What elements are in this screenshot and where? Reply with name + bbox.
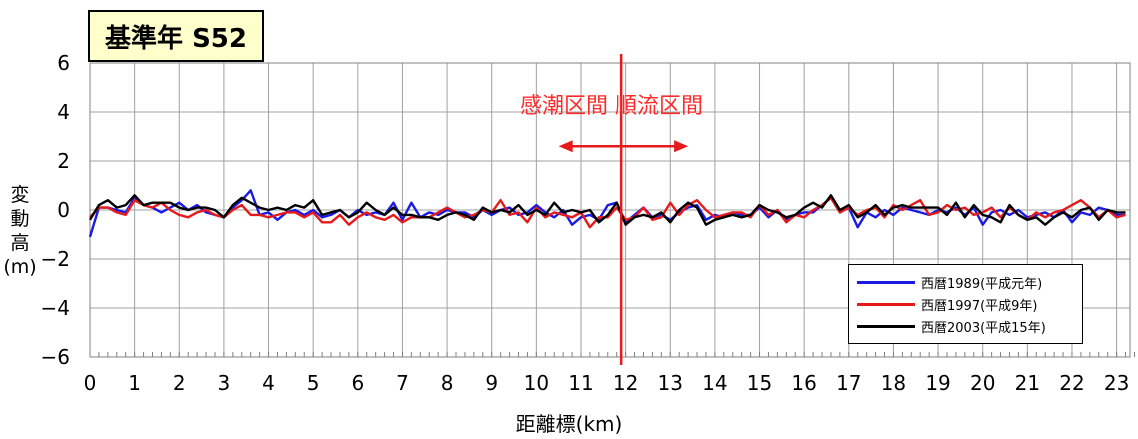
legend-item: 西暦1997(平成9年) xyxy=(857,293,1074,315)
arrow-head-right xyxy=(674,140,689,153)
x-tick-label: 1 xyxy=(128,371,141,395)
x-tick-label: 10 xyxy=(524,371,549,395)
chart-title: 基準年 S52 xyxy=(88,10,264,62)
y-tick-label: 4 xyxy=(57,100,70,124)
y-tick-label: −2 xyxy=(41,247,70,271)
section-annotation: 感潮区間 順流区間 xyxy=(520,94,703,119)
y-tick-label: 2 xyxy=(57,149,70,173)
x-tick-label: 18 xyxy=(881,371,906,395)
legend-item: 西暦1989(平成元年) xyxy=(857,271,1074,293)
chart-legend: 西暦1989(平成元年) 西暦1997(平成9年) 西暦2003(平成15年) xyxy=(848,264,1083,344)
x-tick-label: 12 xyxy=(613,371,638,395)
x-tick-label: 11 xyxy=(568,371,593,395)
y-axis-label-part: (m) xyxy=(3,256,37,278)
x-tick-label: 22 xyxy=(1059,371,1084,395)
x-tick-label: 8 xyxy=(441,371,454,395)
legend-swatch xyxy=(857,324,915,328)
arrow-head-left xyxy=(558,140,573,153)
x-tick-label: 20 xyxy=(970,371,995,395)
x-tick-label: 9 xyxy=(485,371,498,395)
x-tick-label: 5 xyxy=(307,371,320,395)
x-axis-label: 距離標(km) xyxy=(515,412,623,436)
legend-swatch xyxy=(857,280,915,284)
y-tick-label: 6 xyxy=(57,51,70,75)
x-tick-label: 19 xyxy=(925,371,950,395)
x-tick-label: 23 xyxy=(1104,371,1129,395)
x-tick-label: 3 xyxy=(218,371,231,395)
y-axis-label-part: 高 xyxy=(10,232,30,254)
legend-label: 西暦1997(平成9年) xyxy=(921,298,1038,314)
y-axis-label-part: 動 xyxy=(10,208,30,230)
x-tick-label: 7 xyxy=(396,371,409,395)
series-line-3 xyxy=(88,194,1126,226)
legend-swatch xyxy=(857,302,915,306)
legend-item: 西暦2003(平成15年) xyxy=(857,315,1074,337)
x-tick-label: 6 xyxy=(351,371,364,395)
y-axis-label-part: 変 xyxy=(10,184,30,206)
x-tick-label: 14 xyxy=(702,371,727,395)
legend-label: 西暦1989(平成元年) xyxy=(921,276,1043,292)
plot-frame xyxy=(89,62,1131,358)
x-tick-label: 17 xyxy=(836,371,861,395)
y-axis-label: 変 動 高 (m) xyxy=(2,183,38,279)
x-tick-label: 21 xyxy=(1015,371,1040,395)
legend-label: 西暦2003(平成15年) xyxy=(921,320,1046,336)
x-tick-label: 0 xyxy=(84,371,97,395)
x-tick-label: 2 xyxy=(173,371,186,395)
y-tick-label: 0 xyxy=(57,198,70,222)
x-tick-label: 16 xyxy=(791,371,816,395)
y-tick-label: −6 xyxy=(41,345,70,369)
y-tick-label: −4 xyxy=(41,296,70,320)
x-tick-label: 15 xyxy=(747,371,772,395)
x-tick-label: 4 xyxy=(262,371,275,395)
x-tick-label: 13 xyxy=(658,371,683,395)
